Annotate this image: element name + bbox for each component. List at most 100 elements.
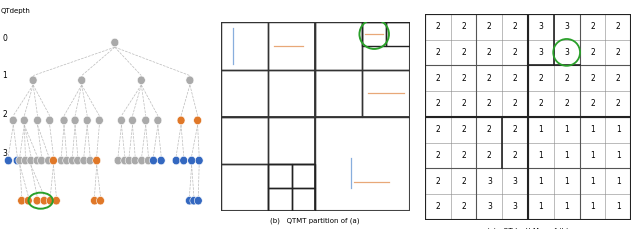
- Text: 2: 2: [461, 48, 466, 57]
- Text: 2: 2: [513, 151, 518, 160]
- Text: 2: 2: [461, 177, 466, 186]
- Circle shape: [86, 156, 94, 165]
- Circle shape: [33, 116, 42, 125]
- Text: 2: 2: [461, 125, 466, 134]
- Circle shape: [16, 156, 24, 165]
- Text: 2: 2: [590, 22, 595, 31]
- Circle shape: [77, 76, 86, 85]
- Text: 1: 1: [564, 177, 569, 186]
- Text: 2: 2: [435, 151, 440, 160]
- Bar: [362, 22, 386, 46]
- Bar: [268, 117, 315, 164]
- Bar: [221, 22, 315, 117]
- Circle shape: [131, 156, 139, 165]
- Circle shape: [186, 76, 194, 85]
- Text: 3: 3: [487, 202, 492, 211]
- Bar: [315, 22, 410, 117]
- Bar: [221, 117, 268, 164]
- Circle shape: [97, 196, 104, 205]
- Text: 2: 2: [461, 99, 466, 108]
- Text: 2: 2: [616, 99, 621, 108]
- Text: 2: 2: [2, 110, 7, 119]
- Text: 1: 1: [538, 177, 543, 186]
- Text: 3: 3: [2, 149, 7, 158]
- Circle shape: [45, 156, 52, 165]
- Bar: [386, 22, 410, 46]
- Text: 1: 1: [616, 202, 621, 211]
- Circle shape: [118, 116, 125, 125]
- Circle shape: [20, 116, 28, 125]
- Circle shape: [24, 196, 32, 205]
- Circle shape: [83, 116, 91, 125]
- Text: (b)   QTMT partition of (a): (b) QTMT partition of (a): [271, 218, 360, 224]
- Text: 3: 3: [538, 48, 543, 57]
- Text: 2: 2: [487, 99, 492, 108]
- Text: 2: 2: [461, 151, 466, 160]
- Text: 2: 2: [435, 22, 440, 31]
- Text: 2: 2: [513, 22, 518, 31]
- Circle shape: [45, 116, 54, 125]
- Circle shape: [38, 156, 45, 165]
- Text: 1: 1: [564, 125, 569, 134]
- Circle shape: [9, 116, 17, 125]
- Text: 3: 3: [564, 22, 569, 31]
- Text: 2: 2: [435, 99, 440, 108]
- Text: 1: 1: [590, 125, 595, 134]
- Bar: [292, 164, 315, 188]
- Text: 2: 2: [461, 22, 466, 31]
- Text: 2: 2: [513, 99, 518, 108]
- Circle shape: [40, 196, 48, 205]
- Text: 2: 2: [616, 74, 621, 83]
- Bar: [268, 70, 315, 117]
- Circle shape: [188, 156, 196, 165]
- Bar: [362, 70, 410, 117]
- Text: 2: 2: [435, 74, 440, 83]
- Circle shape: [157, 156, 165, 165]
- Bar: [362, 22, 410, 70]
- Text: 2: 2: [590, 74, 595, 83]
- Circle shape: [150, 156, 157, 165]
- Bar: [315, 117, 410, 211]
- Text: 1: 1: [538, 151, 543, 160]
- Circle shape: [13, 156, 21, 165]
- Text: 3: 3: [564, 48, 569, 57]
- Circle shape: [195, 196, 202, 205]
- Text: 2: 2: [461, 74, 466, 83]
- Text: QTdepth: QTdepth: [1, 8, 31, 14]
- Bar: [221, 164, 268, 211]
- Circle shape: [74, 156, 82, 165]
- Circle shape: [90, 196, 99, 205]
- Circle shape: [29, 76, 37, 85]
- Text: 1: 1: [538, 202, 543, 211]
- Circle shape: [21, 156, 29, 165]
- Circle shape: [4, 156, 12, 165]
- Circle shape: [27, 156, 35, 165]
- Text: 2: 2: [538, 99, 543, 108]
- Circle shape: [125, 156, 133, 165]
- Text: 3: 3: [513, 177, 518, 186]
- Text: 1: 1: [616, 177, 621, 186]
- Circle shape: [121, 156, 129, 165]
- Text: 0: 0: [2, 34, 7, 44]
- Bar: [221, 70, 268, 117]
- Text: 1: 1: [616, 151, 621, 160]
- Bar: [221, 117, 315, 211]
- Text: 2: 2: [564, 99, 569, 108]
- Circle shape: [138, 76, 145, 85]
- Text: 1: 1: [616, 125, 621, 134]
- Text: 2: 2: [513, 48, 518, 57]
- Circle shape: [145, 156, 152, 165]
- Circle shape: [33, 156, 41, 165]
- Circle shape: [46, 196, 54, 205]
- Circle shape: [186, 196, 193, 205]
- Circle shape: [52, 196, 60, 205]
- Bar: [221, 22, 268, 70]
- Text: 1: 1: [590, 177, 595, 186]
- Circle shape: [177, 116, 185, 125]
- Text: 2: 2: [487, 151, 492, 160]
- Bar: [268, 164, 292, 188]
- Text: 2: 2: [590, 48, 595, 57]
- Text: 2: 2: [616, 22, 621, 31]
- Bar: [268, 188, 292, 211]
- Circle shape: [154, 116, 162, 125]
